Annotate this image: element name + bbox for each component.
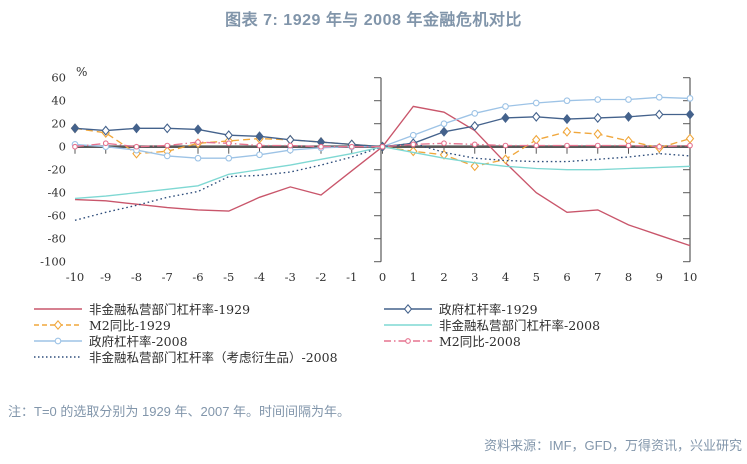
legend-label: 政府杠杆率-2008 xyxy=(89,334,188,349)
legend-column-right: 政府杠杆率-1929 非金融私营部门杠杆率-2008 M2同比-2008 xyxy=(383,302,601,349)
x-tick-label: 4 xyxy=(502,270,509,284)
x-tick-label: -2 xyxy=(315,270,326,284)
data-source: 资料来源：IMF，GFD，万得资讯，兴业研究 xyxy=(484,438,742,453)
x-tick-label: -5 xyxy=(223,270,234,284)
legend-swatch xyxy=(384,337,432,344)
legend-item: 非金融私营部门杠杆率-2008 xyxy=(383,318,601,333)
x-tick-label: -3 xyxy=(285,270,296,284)
legend-swatch xyxy=(34,307,82,310)
y-tick-label: -80 xyxy=(47,232,66,246)
x-tick-label: 9 xyxy=(656,270,663,284)
y-tick-label: -20 xyxy=(47,163,66,177)
legend-label: 非金融私营部门杠杆率（考虑衍生品）-2008 xyxy=(89,350,338,365)
x-tick-label: 7 xyxy=(594,270,601,284)
x-tick-label: -10 xyxy=(66,270,85,284)
legend-item: M2同比-1929 xyxy=(33,318,338,333)
x-tick-label: 3 xyxy=(471,270,478,284)
y-axis-unit: % xyxy=(76,65,87,79)
y-tick-label: -100 xyxy=(40,255,66,269)
x-tick-label: 10 xyxy=(683,270,698,284)
legend-label: 政府杠杆率-1929 xyxy=(439,302,538,317)
legend-swatch xyxy=(34,319,82,330)
y-tick-label: 60 xyxy=(51,71,66,85)
legend-column-left: 非金融私营部门杠杆率-1929 M2同比-1929 政府杠杆率-2008 非金融私营部… xyxy=(33,302,338,365)
legend-label: 非金融私营部门杠杆率-2008 xyxy=(439,318,601,333)
x-tick-label: -6 xyxy=(192,270,203,284)
legend-swatch xyxy=(34,355,82,358)
x-tick-label: -1 xyxy=(346,270,357,284)
legend-item: 非金融私营部门杠杆率-1929 xyxy=(33,302,338,317)
x-tick-label: 5 xyxy=(533,270,540,284)
legend-item: 政府杠杆率-1929 xyxy=(383,302,600,317)
y-tick-label: 20 xyxy=(51,117,66,131)
legend-swatch xyxy=(384,303,432,314)
chart-title: 图表 7: 1929 年与 2008 年金融危机对比 xyxy=(225,12,522,29)
x-tick-label: -7 xyxy=(162,270,173,284)
series-6 xyxy=(72,139,693,150)
y-tick-label: -40 xyxy=(47,186,66,200)
legend-label: M2同比-1929 xyxy=(89,318,171,333)
legend-swatch xyxy=(34,337,82,344)
footnote: 注：T=0 的选取分别为 1929 年、2007 年。时间间隔为年。 xyxy=(8,404,351,419)
y-tick-label: 40 xyxy=(51,94,66,108)
x-tick-label: 1 xyxy=(410,270,417,284)
x-tick-label: 6 xyxy=(563,270,570,284)
legend-label: M2同比-2008 xyxy=(439,334,521,349)
x-tick-label: -4 xyxy=(254,270,265,284)
x-tick-label: 2 xyxy=(440,270,447,284)
legend-item: 非金融私营部门杠杆率（考虑衍生品）-2008 xyxy=(33,350,338,365)
legend-item: M2同比-2008 xyxy=(383,334,600,349)
x-tick-label: -8 xyxy=(131,270,142,284)
legend-label: 非金融私营部门杠杆率-1929 xyxy=(89,302,251,317)
y-tick-label: -60 xyxy=(47,209,66,223)
legend-item: 政府杠杆率-2008 xyxy=(33,334,338,349)
x-tick-label: 8 xyxy=(625,270,632,284)
x-tick-label: 0 xyxy=(379,270,386,284)
y-tick-label: 0 xyxy=(59,140,66,154)
x-tick-label: -9 xyxy=(100,270,111,284)
legend-swatch xyxy=(384,323,432,326)
